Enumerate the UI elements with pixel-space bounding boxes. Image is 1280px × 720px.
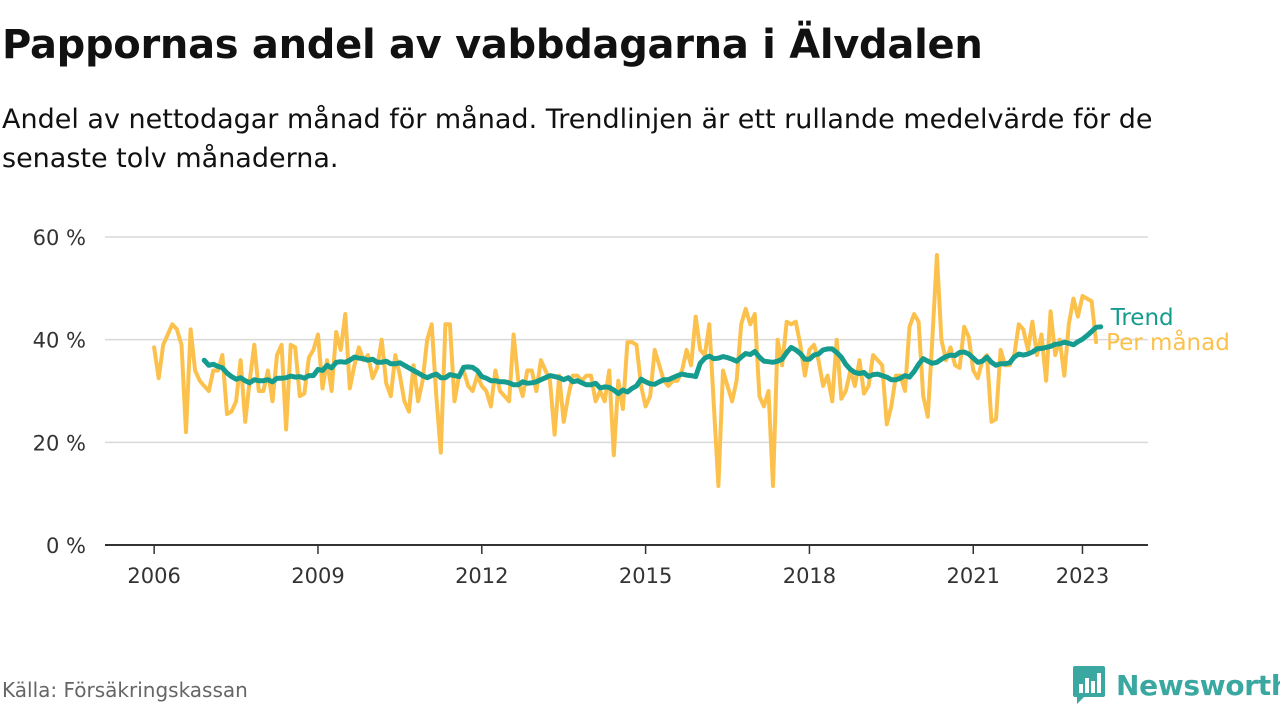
- x-axis: 2006 2009 2012 2015 2018 2021 2023: [105, 544, 1148, 588]
- y-tick-label: 0 %: [46, 534, 86, 558]
- x-tick-label: 2012: [455, 564, 508, 588]
- page-title: Pappornas andel av vabbdagarna i Älvdale…: [2, 22, 983, 68]
- y-tick-label: 20 %: [33, 431, 86, 455]
- x-tick-label: 2018: [783, 564, 836, 588]
- brand-name: Newsworthy: [1116, 668, 1280, 702]
- x-tick-label: 2021: [947, 564, 1000, 588]
- series-label-trend: Trend: [1110, 305, 1174, 331]
- chart-series: [152, 253, 1104, 488]
- newsworthy-chart-icon: [1073, 666, 1105, 704]
- series-line-trend: [201, 324, 1104, 397]
- brand-logo: Newsworthy: [1072, 664, 1280, 706]
- y-tick-label: 40 %: [33, 329, 86, 353]
- source-note: Källa: Försäkringskassan: [2, 678, 248, 702]
- series-line-monthly: [152, 253, 1099, 488]
- x-tick-label: 2006: [127, 564, 180, 588]
- x-tick-label: 2015: [619, 564, 672, 588]
- y-tick-label: 60 %: [33, 226, 86, 250]
- page-subtitle: Andel av nettodagar månad för månad. Tre…: [2, 104, 1153, 174]
- y-axis: 0 % 20 % 40 % 60 %: [33, 226, 86, 558]
- x-tick-label: 2023: [1056, 564, 1109, 588]
- x-tick-label: 2009: [291, 564, 344, 588]
- chart-grid: [105, 236, 1148, 444]
- series-label-monthly: Per månad: [1106, 328, 1230, 356]
